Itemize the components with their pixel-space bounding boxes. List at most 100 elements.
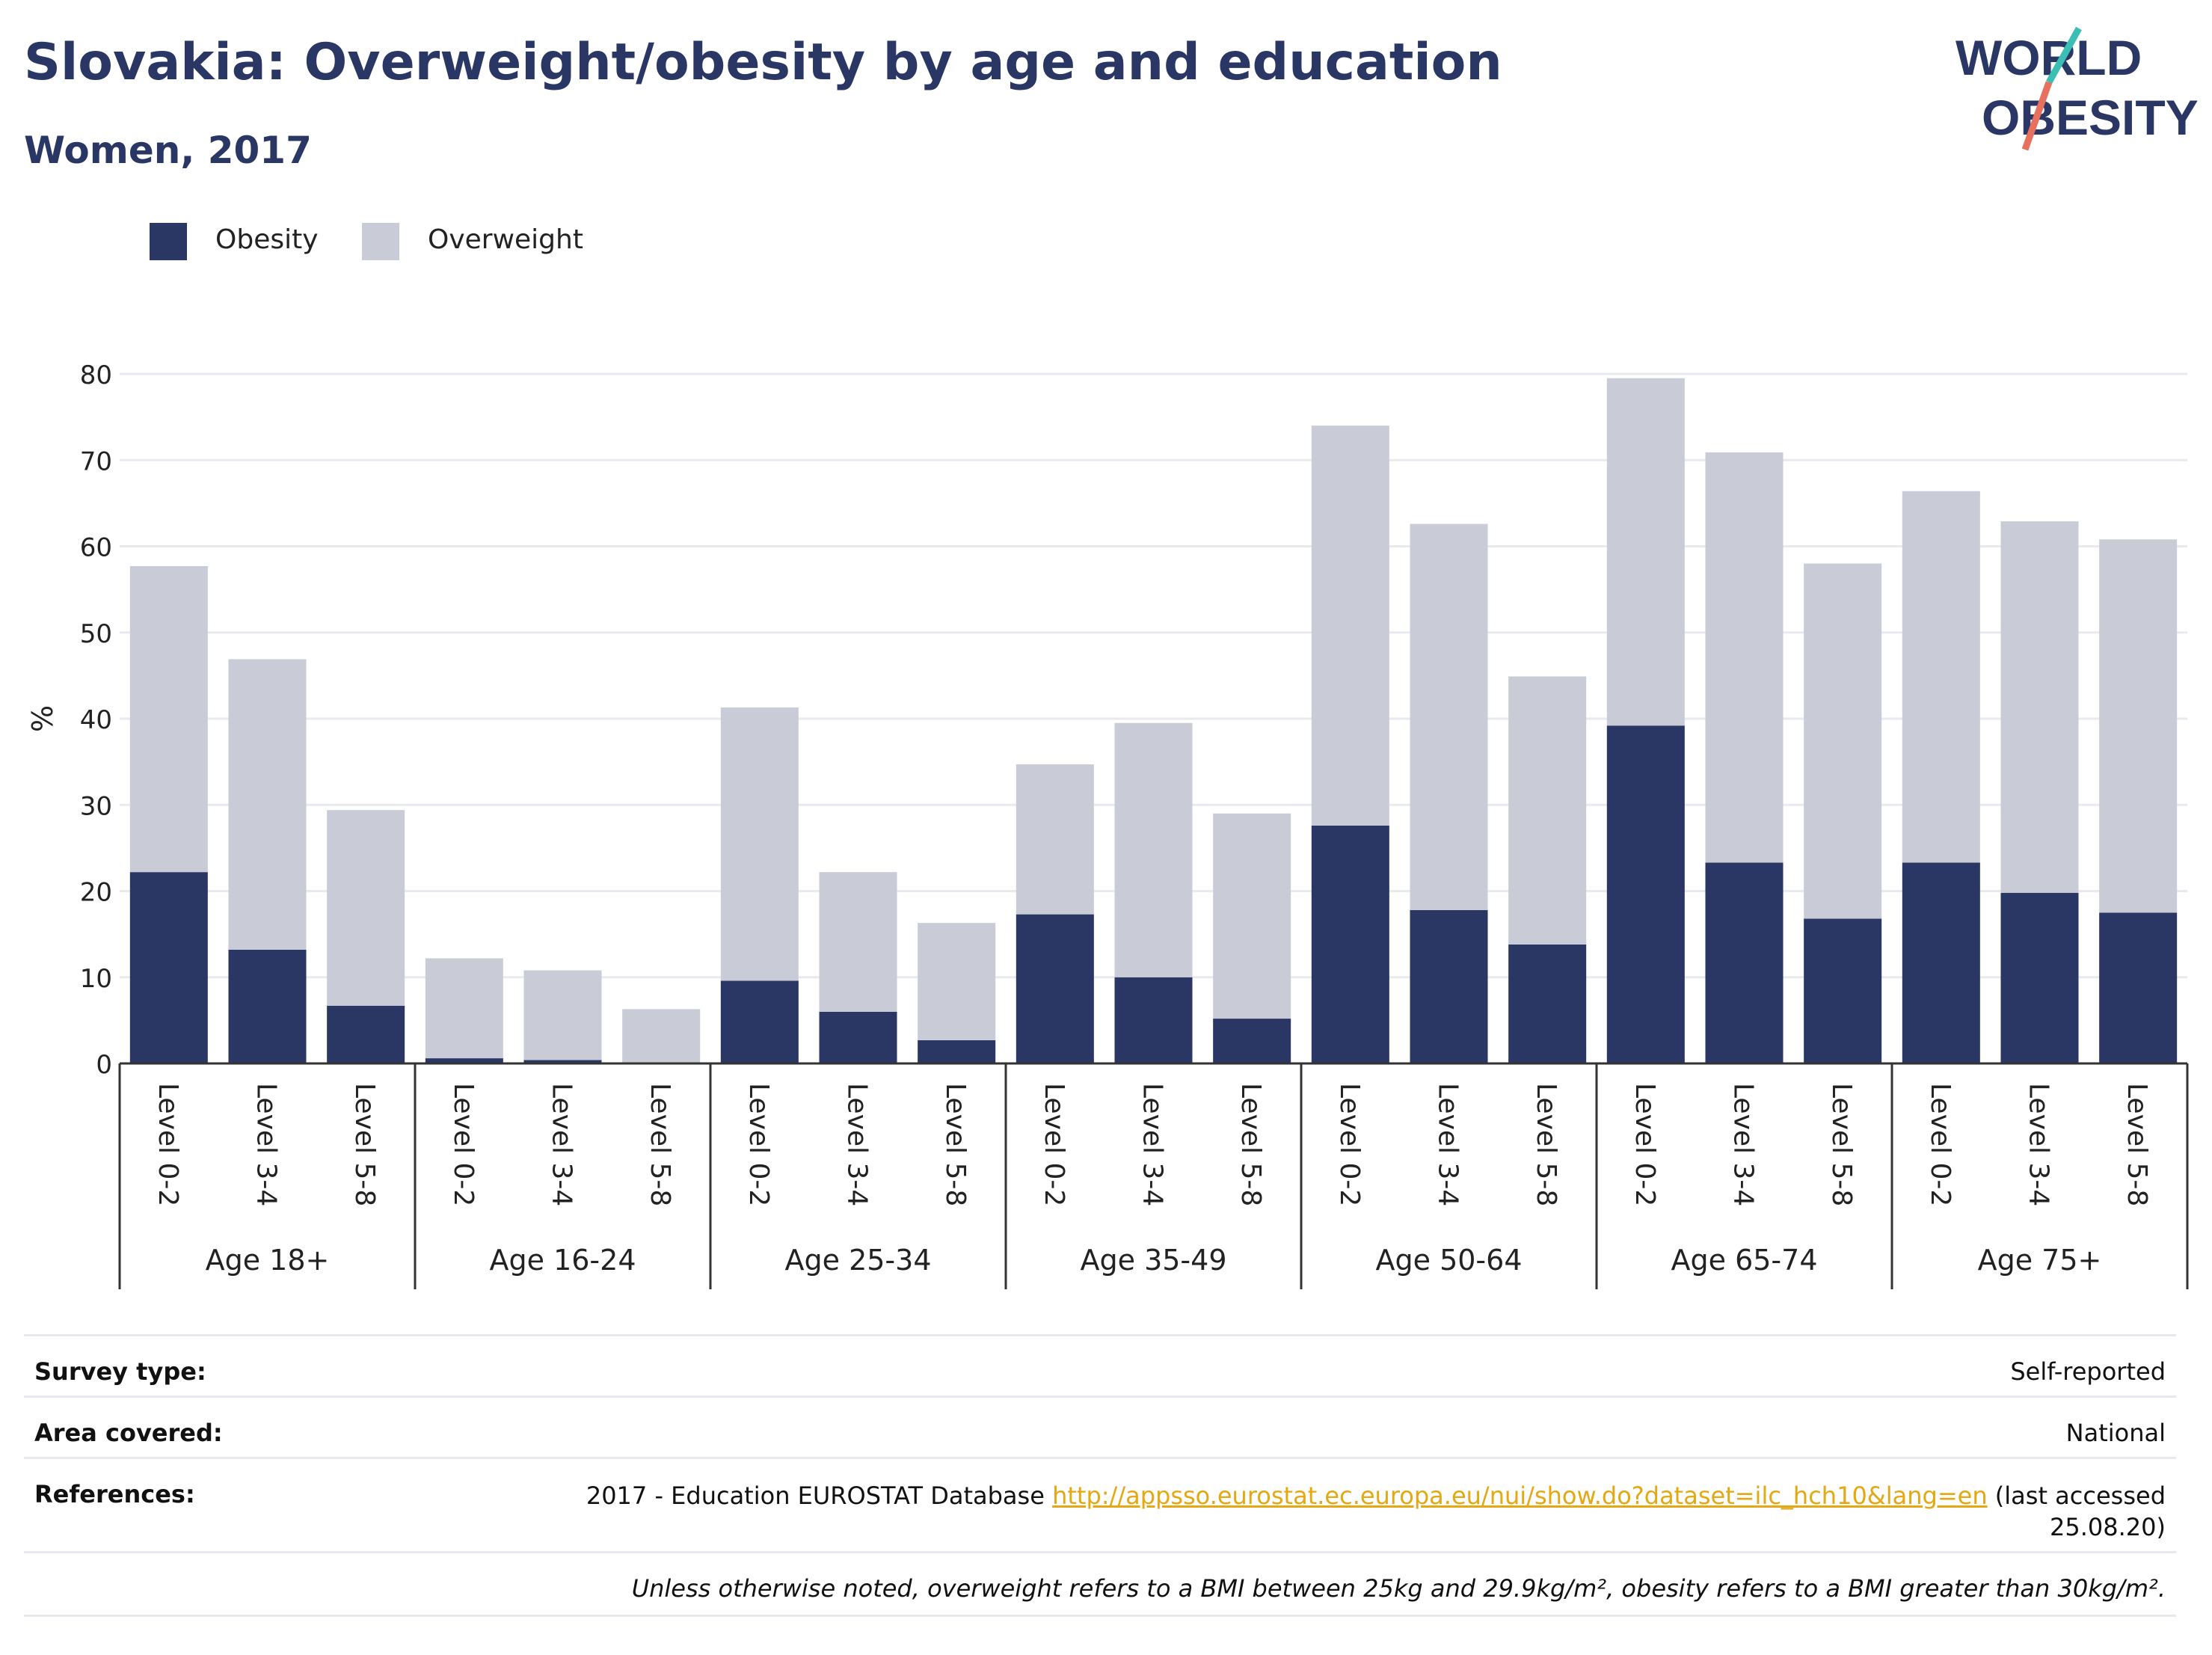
bar-obesity [1804, 918, 1882, 1063]
legend-label-obesity: Obesity [215, 224, 319, 255]
chart-title: Slovakia: Overweight/obesity by age and … [24, 33, 1502, 92]
bar-obesity [720, 980, 799, 1063]
bar-overweight [1114, 722, 1193, 977]
bar-overweight [1804, 563, 1882, 919]
bar-obesity [1410, 909, 1488, 1063]
bar-obesity [819, 1011, 897, 1063]
x-subcategory-label: Level 0-2 [1039, 1083, 1069, 1206]
x-subcategory-label: Level 0-2 [1334, 1083, 1365, 1206]
bar-overweight [425, 958, 503, 1059]
y-tick-label: 60 [80, 533, 112, 563]
x-subcategory-label: Level 0-2 [153, 1083, 183, 1206]
x-group-label: Age 65-74 [1671, 1244, 1818, 1277]
x-group-label: Age 75+ [1978, 1244, 2102, 1277]
x-subcategory-label: Level 3-4 [1433, 1083, 1463, 1206]
bar-overweight [1213, 813, 1291, 1019]
x-subcategory-label: Level 0-2 [1925, 1083, 1956, 1206]
survey-type-label: Survey type: [34, 1357, 206, 1386]
logo-line2: OBESITY [1982, 90, 2199, 145]
references-value: 2017 - Education EUROSTAT Database http:… [586, 1480, 2166, 1543]
x-subcategory-label: Level 5-8 [940, 1083, 971, 1206]
x-group-label: Age 16-24 [490, 1244, 636, 1277]
info-row-note: Unless otherwise noted, overweight refer… [24, 1551, 2176, 1617]
bar-overweight [1902, 491, 1980, 863]
legend-swatch-obesity [150, 223, 187, 260]
bar-overweight [1705, 452, 1784, 863]
x-subcategory-label: Level 3-4 [1137, 1083, 1168, 1206]
y-tick-label: 20 [80, 878, 112, 908]
bar-overweight [327, 810, 405, 1006]
x-subcategory-label: Level 5-8 [1531, 1083, 1561, 1206]
bar-overweight [918, 923, 996, 1040]
area-covered-label: Area covered: [34, 1419, 223, 1447]
bar-obesity [1213, 1019, 1291, 1063]
bar-overweight [1606, 378, 1685, 726]
bar-obesity [1606, 725, 1685, 1063]
bar-obesity [1705, 862, 1784, 1063]
x-group-label: Age 35-49 [1081, 1244, 1227, 1277]
x-group-label: Age 18+ [206, 1244, 330, 1277]
x-group-label: Age 50-64 [1376, 1244, 1523, 1277]
chart-subtitle: Women, 2017 [24, 129, 312, 172]
y-tick-label: 0 [96, 1050, 112, 1080]
bar-obesity [1508, 944, 1587, 1063]
bar-obesity [523, 1060, 602, 1063]
info-row-references: References: 2017 - Education EUROSTAT Da… [24, 1457, 2176, 1552]
x-subcategory-label: Level 3-4 [1728, 1083, 1759, 1206]
x-subcategory-label: Level 5-8 [1826, 1083, 1857, 1206]
logo-slash-coral [2021, 81, 2053, 151]
legend-swatch-overweight [362, 223, 399, 260]
y-axis-label: % [26, 705, 59, 732]
bar-overweight [1410, 523, 1488, 910]
references-label: References: [34, 1480, 195, 1508]
bar-obesity [129, 872, 208, 1063]
bar-obesity [2000, 892, 2079, 1063]
stacked-bar-chart: 0 10 20 30 40 50 60 70 80% Level 0-2 Level 3-4 Leve… [26, 360, 2189, 1289]
x-subcategory-label: Level 5-8 [2122, 1083, 2152, 1206]
bar-obesity [1902, 862, 1980, 1063]
x-subcategory-label: Level 5-8 [1235, 1083, 1266, 1206]
y-tick-label: 80 [80, 360, 112, 390]
bar-overweight [1508, 676, 1587, 945]
y-tick-label: 50 [80, 619, 112, 649]
bar-obesity [918, 1040, 996, 1063]
bar-overweight [622, 1009, 701, 1063]
y-tick-label: 10 [80, 964, 112, 994]
x-subcategory-label: Level 5-8 [349, 1083, 380, 1206]
x-subcategory-label: Level 3-4 [251, 1083, 282, 1206]
info-table: Survey type: Self-reported Area covered:… [24, 1334, 2176, 1618]
info-row-survey-type: Survey type: Self-reported [24, 1334, 2176, 1396]
x-subcategory-label: Level 0-2 [448, 1083, 479, 1206]
logo-slash-teal [2046, 26, 2082, 85]
y-tick-label: 30 [80, 791, 112, 821]
references-link[interactable]: http://appsso.eurostat.ec.europa.eu/nui/… [1052, 1481, 1988, 1510]
x-group-label: Age 25-34 [785, 1244, 932, 1277]
bar-obesity [1114, 977, 1193, 1063]
bar-overweight [2000, 521, 2079, 893]
bar-overweight [228, 659, 307, 950]
bar-obesity [228, 949, 307, 1063]
references-suffix: (last accessed [1987, 1481, 2166, 1510]
references-date: 25.08.20) [2050, 1513, 2166, 1541]
bar-obesity [2099, 912, 2178, 1063]
x-subcategory-label: Level 3-4 [842, 1083, 873, 1206]
world-obesity-logo: WORLD OBESITY [1956, 26, 2199, 151]
y-tick-label: 40 [80, 705, 112, 735]
bar-overweight [819, 872, 897, 1012]
bar-overweight [523, 970, 602, 1060]
info-row-area: Area covered: National [24, 1395, 2176, 1458]
references-prefix: 2017 - Education EUROSTAT Database [586, 1481, 1053, 1510]
x-subcategory-label: Level 3-4 [2024, 1083, 2054, 1206]
bar-obesity [1311, 825, 1389, 1063]
x-subcategory-label: Level 0-2 [1629, 1083, 1660, 1206]
bar-overweight [1311, 426, 1389, 826]
y-tick-label: 70 [80, 446, 112, 476]
bar-obesity [327, 1005, 405, 1063]
area-covered-value: National [2065, 1419, 2166, 1447]
x-subcategory-label: Level 5-8 [645, 1083, 675, 1206]
bar-overweight [2099, 539, 2178, 913]
legend-label-overweight: Overweight [428, 224, 583, 255]
bmi-definition-note: Unless otherwise noted, overweight refer… [631, 1574, 2166, 1603]
survey-type-value: Self-reported [2010, 1357, 2166, 1386]
x-subcategory-label: Level 0-2 [743, 1083, 774, 1206]
